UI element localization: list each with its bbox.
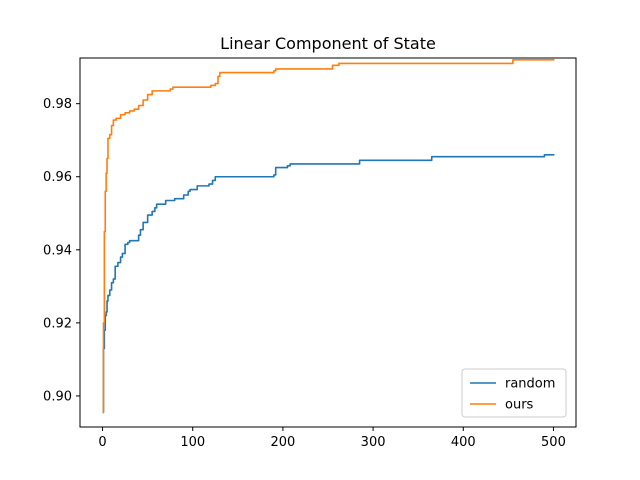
series-layer: [102, 59, 555, 414]
y-tick-label: 0.90: [43, 389, 72, 404]
legend-label-random: random: [505, 377, 555, 392]
x-tick-label: 0: [98, 435, 106, 450]
y-tick-label: 0.94: [43, 243, 72, 258]
plot-frame: [79, 57, 577, 428]
series-line-random: [102, 154, 555, 414]
x-axis-ticks: 0 100 200 300 400 500: [98, 427, 566, 450]
x-tick-label: 300: [361, 435, 386, 450]
legend-box: [461, 368, 567, 418]
x-tick-label: 200: [270, 435, 295, 450]
x-tick-label: 500: [541, 435, 566, 450]
y-tick-label: 0.92: [43, 316, 72, 331]
y-axis-ticks: 0.90 0.92 0.94 0.96 0.98: [43, 97, 80, 404]
y-tick-label: 0.96: [43, 170, 72, 185]
x-tick-label: 100: [180, 435, 205, 450]
legend-label-ours: ours: [505, 398, 534, 413]
legend: random ours: [461, 368, 567, 418]
chart-title: Linear Component of State: [220, 34, 436, 53]
y-tick-label: 0.98: [43, 97, 72, 112]
x-tick-label: 400: [451, 435, 476, 450]
series-line-ours: [102, 59, 555, 414]
axes-layer: [79, 57, 577, 428]
